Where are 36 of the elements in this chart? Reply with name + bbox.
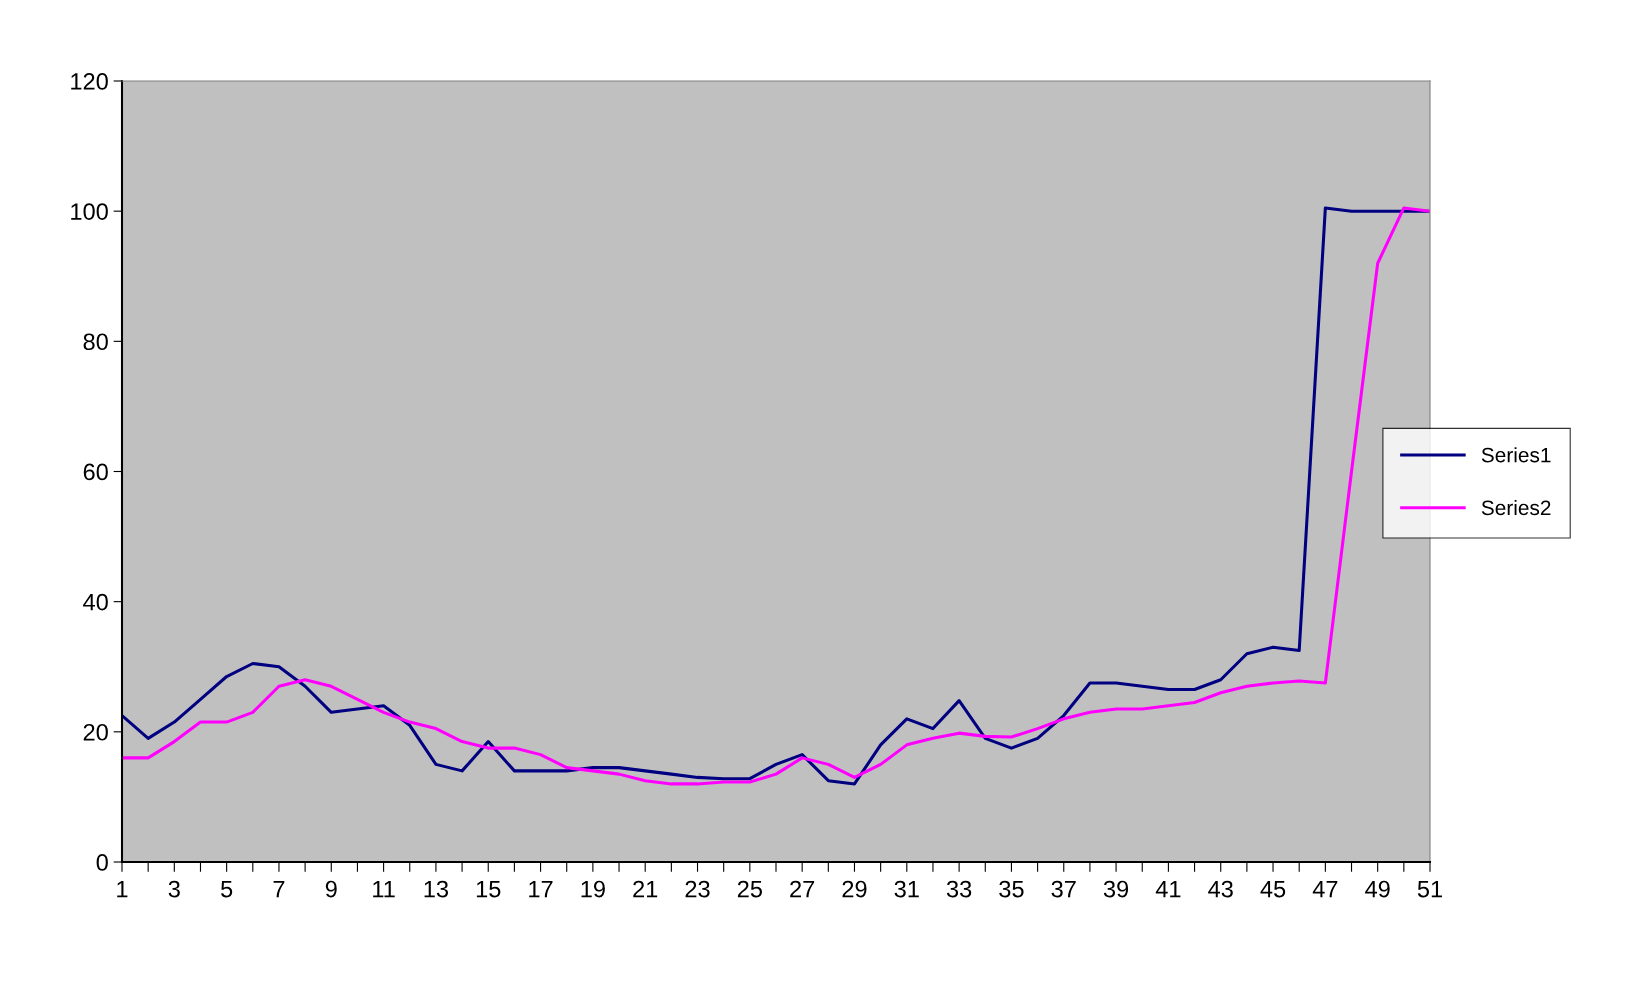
x-tick-label: 13 bbox=[424, 880, 449, 898]
x-tick-label: 3 bbox=[168, 880, 180, 898]
x-tick-label: 29 bbox=[842, 880, 867, 898]
x-tick-label: 45 bbox=[1260, 880, 1286, 898]
y-tick-label: 60 bbox=[83, 463, 108, 481]
x-tick-label: 5 bbox=[221, 880, 233, 898]
x-tick-label: 1 bbox=[117, 880, 128, 898]
x-tick-label: 7 bbox=[273, 880, 285, 898]
x-tick-label: 31 bbox=[894, 880, 919, 898]
x-tick-label: 37 bbox=[1051, 880, 1076, 898]
x-tick-label: 39 bbox=[1103, 880, 1129, 898]
x-tick-label: 9 bbox=[325, 880, 337, 898]
y-tick-label: 0 bbox=[96, 854, 108, 871]
x-tick-label: 33 bbox=[946, 880, 972, 898]
y-tick-label: 80 bbox=[83, 333, 108, 351]
legend-label: Series1 bbox=[1481, 447, 1551, 463]
x-tick-label: 23 bbox=[685, 880, 710, 898]
legend-label: Series2 bbox=[1481, 499, 1551, 516]
x-tick-label: 27 bbox=[790, 880, 815, 898]
line-series bbox=[122, 206, 1430, 786]
x-tick-label: 15 bbox=[476, 880, 501, 898]
y-tick-label: 100 bbox=[71, 203, 108, 220]
y-tick-label: 40 bbox=[83, 593, 108, 611]
x-tick-label: 41 bbox=[1155, 880, 1181, 898]
y-tick-label: 120 bbox=[71, 73, 108, 90]
x-tick-label: 17 bbox=[529, 880, 553, 898]
x-tick-label: 51 bbox=[1417, 880, 1442, 898]
x-tick-label: 49 bbox=[1365, 880, 1390, 898]
x-tick-label: 25 bbox=[737, 880, 762, 898]
x-tick-label: 43 bbox=[1208, 880, 1233, 898]
x-tick-label: 19 bbox=[581, 880, 605, 898]
x-tick-label: 21 bbox=[633, 880, 658, 898]
x-tick-label: 35 bbox=[999, 880, 1024, 898]
x-tick-label: 47 bbox=[1312, 880, 1338, 898]
y-tick-label: 20 bbox=[83, 723, 108, 741]
x-tick-label: 11 bbox=[373, 880, 395, 898]
